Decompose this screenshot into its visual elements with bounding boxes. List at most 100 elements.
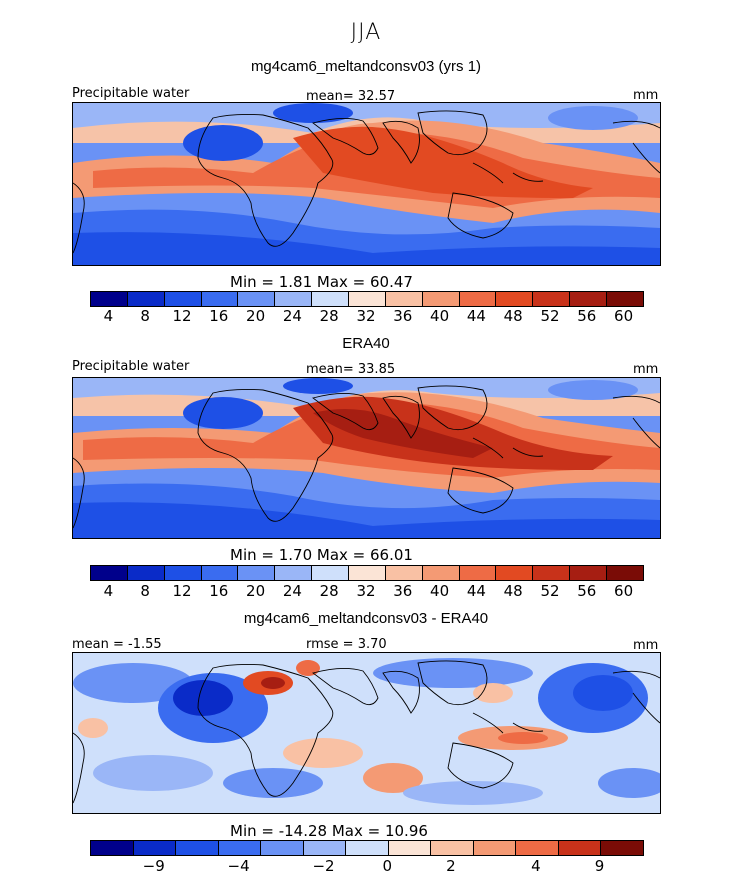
colorbar-swatch (238, 566, 276, 580)
colorbar-swatch (473, 841, 517, 855)
colorbar-swatch (533, 292, 571, 306)
panel-3-colorbar (90, 840, 644, 856)
colorbar-swatch (312, 292, 350, 306)
colorbar-swatch (303, 841, 347, 855)
colorbar-tick-label: 16 (209, 582, 229, 600)
colorbar-tick-label: 40 (430, 307, 450, 325)
colorbar-swatch (201, 566, 239, 580)
panel-2-map (72, 377, 661, 539)
colorbar-swatch (176, 841, 219, 855)
colorbar-tick-label: 16 (209, 307, 229, 325)
panel-3-field (73, 653, 660, 813)
colorbar-tick-label: 12 (172, 307, 192, 325)
panel-3-mean-label: mean = -1.55 (72, 637, 162, 652)
colorbar-tick-label: 9 (594, 857, 605, 875)
colorbar-swatch (431, 841, 474, 855)
colorbar-tick-label: 44 (466, 582, 486, 600)
panel-3-title: mg4cam6_meltandconsv03 - ERA40 (243, 610, 489, 627)
colorbar-swatch (385, 566, 423, 580)
colorbar-swatch (261, 841, 304, 855)
colorbar-swatch (91, 566, 128, 580)
colorbar-tick-label: 8 (140, 582, 150, 600)
colorbar-swatch (607, 566, 643, 580)
colorbar-tick-label: 44 (466, 307, 486, 325)
colorbar-swatch (388, 841, 432, 855)
colorbar-tick-label: 24 (282, 582, 302, 600)
colorbar-tick-label: 28 (319, 307, 339, 325)
colorbar-tick-label: 60 (614, 307, 634, 325)
panel-2-stats: Min = 1.70 Max = 66.01 (230, 546, 413, 564)
colorbar-swatch (533, 566, 571, 580)
colorbar-swatch (91, 841, 134, 855)
colorbar-tick-label: 52 (540, 582, 560, 600)
panel-2-colorbar (90, 565, 644, 581)
colorbar-tick-label: 4 (103, 582, 114, 600)
panel-2-colorbar-ticks: 4 8 12 16 20 24 28 32 36 40 44 48 52 56 60 (90, 582, 642, 600)
colorbar-swatch (607, 292, 643, 306)
panel-1-field (73, 103, 660, 265)
colorbar-swatch (516, 841, 559, 855)
colorbar-swatch (349, 292, 386, 306)
panel-1-mean-label: mean= 32.57 (306, 89, 396, 104)
colorbar-tick-label: 40 (430, 582, 450, 600)
colorbar-swatch (218, 841, 262, 855)
colorbar-tick-label: 24 (282, 307, 302, 325)
colorbar-swatch (238, 292, 276, 306)
colorbar-swatch (459, 566, 497, 580)
colorbar-swatch (91, 292, 128, 306)
colorbar-tick-label: 12 (172, 582, 192, 600)
panel-1-title: mg4cam6_meltandconsv03 (yrs 1) (250, 58, 482, 75)
colorbar-swatch (558, 841, 602, 855)
panel-3-units-label: mm (633, 638, 659, 653)
colorbar-swatch (346, 841, 389, 855)
colorbar-swatch (601, 841, 643, 855)
colorbar-swatch (312, 566, 350, 580)
colorbar-swatch (570, 292, 608, 306)
colorbar-tick-label: 4 (103, 307, 114, 325)
panel-3-stats: Min = -14.28 Max = 10.96 (230, 822, 428, 840)
colorbar-swatch (422, 566, 460, 580)
colorbar-swatch (422, 292, 460, 306)
colorbar-tick-label: 2 (446, 857, 456, 875)
panel-2-title: ERA40 (342, 335, 390, 352)
colorbar-tick-label: 56 (577, 307, 597, 325)
colorbar-tick-label: −4 (227, 857, 250, 875)
colorbar-tick-label: 36 (393, 582, 413, 600)
colorbar-tick-label: 0 (382, 857, 392, 875)
panel-1-units-label: mm (633, 88, 659, 103)
colorbar-swatch (349, 566, 386, 580)
colorbar-tick-label: 60 (614, 582, 634, 600)
season-title: JJA (350, 20, 382, 45)
colorbar-swatch (496, 292, 534, 306)
colorbar-tick-label: 32 (356, 582, 376, 600)
colorbar-swatch (385, 292, 423, 306)
colorbar-swatch (275, 292, 313, 306)
colorbar-tick-label: 56 (577, 582, 597, 600)
colorbar-swatch (459, 292, 497, 306)
colorbar-tick-label: 48 (503, 582, 523, 600)
colorbar-tick-label: 52 (540, 307, 560, 325)
colorbar-swatch (164, 566, 202, 580)
colorbar-tick-label: 8 (140, 307, 150, 325)
colorbar-swatch (275, 566, 313, 580)
panel-3-map (72, 652, 661, 814)
colorbar-swatch (496, 566, 534, 580)
panel-1-map (72, 102, 661, 266)
panel-2-field (73, 378, 660, 538)
colorbar-swatch (201, 292, 239, 306)
colorbar-tick-label: 20 (246, 582, 266, 600)
colorbar-swatch (127, 566, 165, 580)
panel-3-colorbar-ticks: −9 −4 −2 0 2 4 9 (90, 857, 642, 875)
panel-1-variable-label: Precipitable water (72, 86, 190, 101)
panel-2-variable-label: Precipitable water (72, 359, 190, 374)
panel-2-mean-label: mean= 33.85 (306, 362, 396, 377)
colorbar-swatch (164, 292, 202, 306)
colorbar-tick-label: 20 (246, 307, 266, 325)
panel-2-units-label: mm (633, 362, 659, 377)
colorbar-tick-label: 36 (393, 307, 413, 325)
colorbar-swatch (570, 566, 608, 580)
colorbar-swatch (133, 841, 177, 855)
colorbar-tick-label: −9 (142, 857, 165, 875)
panel-1-stats: Min = 1.81 Max = 60.47 (230, 273, 413, 291)
colorbar-tick-label: 4 (531, 857, 541, 875)
